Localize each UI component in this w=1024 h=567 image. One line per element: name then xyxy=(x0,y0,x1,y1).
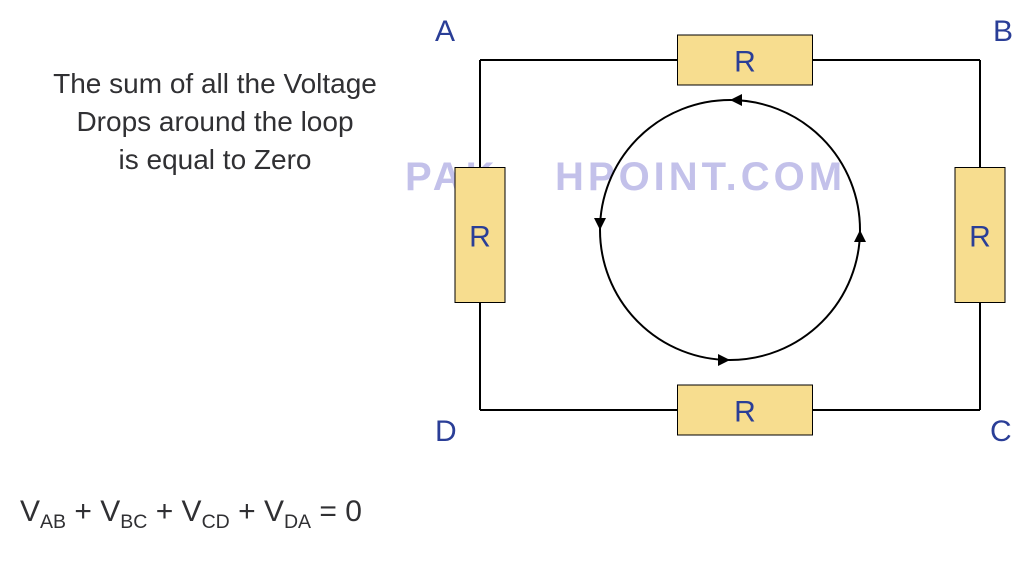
eq-base: V xyxy=(100,495,120,528)
eq-sub: AB xyxy=(40,511,66,533)
svg-text:R: R xyxy=(469,221,491,254)
circuit-diagram: RRRR A B C D xyxy=(440,10,1010,470)
node-label-d: D xyxy=(435,415,457,449)
eq-term: VBC xyxy=(100,495,147,528)
eq-base: V xyxy=(264,495,284,528)
svg-text:R: R xyxy=(734,396,756,429)
node-label-c: C xyxy=(990,415,1012,449)
eq-term: VCD xyxy=(182,495,230,528)
eq-plus: + xyxy=(74,495,100,528)
eq-term: VAB xyxy=(20,495,66,528)
kvl-equation: VAB + VBC + VCD + VDA = 0 xyxy=(20,495,362,534)
eq-rhs: 0 xyxy=(345,495,362,528)
eq-sub: DA xyxy=(284,511,311,533)
eq-sub: BC xyxy=(120,511,147,533)
description-line: The sum of all the Voltage xyxy=(53,68,377,99)
eq-term: VDA xyxy=(264,495,311,528)
node-label-b: B xyxy=(993,15,1013,49)
eq-plus: + xyxy=(238,495,264,528)
kvl-description: The sum of all the Voltage Drops around … xyxy=(10,65,420,178)
eq-base: V xyxy=(20,495,40,528)
eq-equals: = xyxy=(319,495,345,528)
node-label-a: A xyxy=(435,15,455,49)
svg-text:R: R xyxy=(969,221,991,254)
circuit-svg: R R R R xyxy=(440,10,1010,470)
eq-base: V xyxy=(182,495,202,528)
description-line: is equal to Zero xyxy=(119,144,312,175)
eq-sub: CD xyxy=(202,511,230,533)
svg-text:R: R xyxy=(734,46,756,79)
description-line: Drops around the loop xyxy=(76,106,353,137)
eq-plus: + xyxy=(156,495,182,528)
